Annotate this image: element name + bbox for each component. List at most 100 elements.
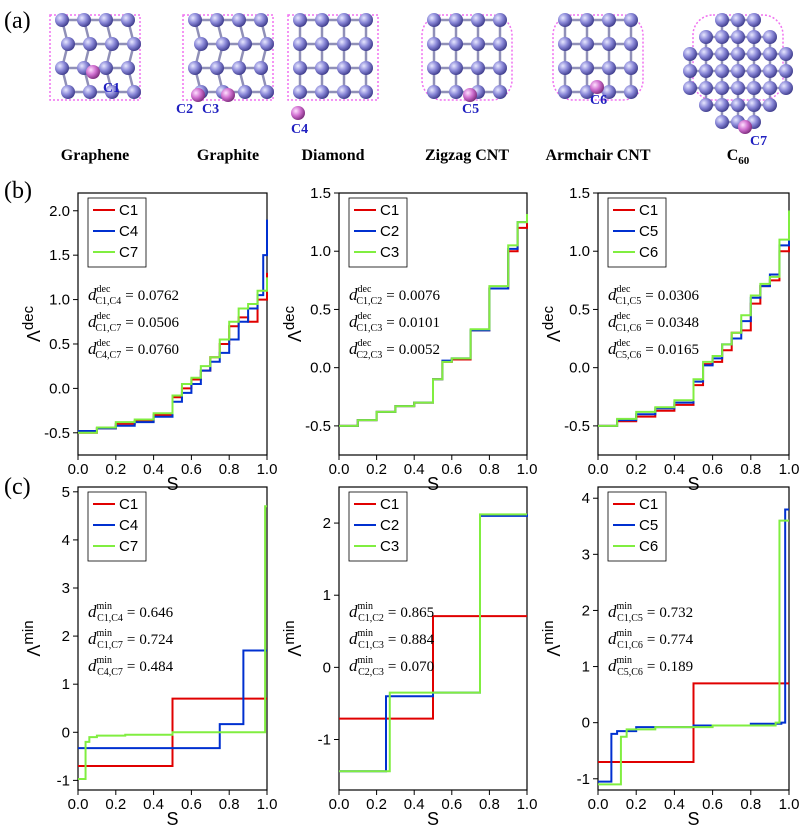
atom xyxy=(558,37,572,51)
atom-label: C6 xyxy=(590,93,607,108)
atom xyxy=(359,85,373,99)
atom xyxy=(471,13,485,27)
annotation-symbol: d xyxy=(608,312,617,331)
y-axis-symbol: Λ xyxy=(24,645,44,657)
atom xyxy=(699,81,713,95)
x-tick-label: 0.4 xyxy=(143,461,164,478)
atom xyxy=(293,61,307,75)
series-line xyxy=(598,216,790,427)
annotation-sub: C1,C2 xyxy=(358,613,384,624)
atom xyxy=(779,47,793,61)
x-tick-label: 0.8 xyxy=(219,796,240,813)
annotation-sub: C1,C2 xyxy=(356,296,382,307)
atom xyxy=(315,85,329,99)
atom xyxy=(731,30,745,44)
x-tick-label: 0.0 xyxy=(588,461,609,478)
annotation-sub: C2,C3 xyxy=(358,667,384,678)
annotation-relation: = xyxy=(647,659,655,675)
atom xyxy=(260,37,274,51)
atom xyxy=(683,47,697,61)
atom xyxy=(315,13,329,27)
annotation: dmin C5,C6 = 0.189 xyxy=(608,655,693,678)
annotation: ddec C1,C3 = 0.0101 xyxy=(349,311,440,334)
annotation-symbol: d xyxy=(608,285,617,304)
annotation: ddec C1,C6 = 0.0348 xyxy=(608,311,699,334)
legend-box xyxy=(87,197,147,268)
y-tick-label: 1.5 xyxy=(310,185,331,202)
y-axis-label: Λmin xyxy=(20,620,44,656)
structure-name: Graphene xyxy=(61,147,129,164)
atom xyxy=(315,37,329,51)
annotation-value: 0.0165 xyxy=(658,342,699,358)
atom xyxy=(471,37,485,51)
x-axis-label: S xyxy=(427,809,439,827)
annotation-value: 0.0760 xyxy=(138,342,179,358)
annotation-value: 0.865 xyxy=(400,605,434,621)
x-tick-label: 0.8 xyxy=(479,461,500,478)
atom xyxy=(427,37,441,51)
annotation-symbol: d xyxy=(608,339,617,358)
annotation-symbol: d xyxy=(349,656,358,675)
atom xyxy=(763,81,777,95)
y-tick-label: 2 xyxy=(62,628,70,645)
atom xyxy=(121,61,135,75)
atom xyxy=(55,61,69,75)
atom xyxy=(624,85,638,99)
atom xyxy=(699,98,713,112)
structure-name: C60 xyxy=(727,147,750,167)
annotation-symbol: d xyxy=(349,629,358,648)
annotation-sub: C1,C3 xyxy=(358,640,384,651)
annotation-sup: dec xyxy=(97,338,111,349)
atom xyxy=(747,13,761,27)
structure-name: Graphite xyxy=(197,147,259,164)
annotation-symbol: d xyxy=(88,656,97,675)
y-tick-label: 1 xyxy=(62,676,70,693)
atom xyxy=(580,61,594,75)
legend-label: C7 xyxy=(119,538,138,555)
legend-label: C3 xyxy=(380,244,399,261)
y-tick-label: -1 xyxy=(318,732,331,749)
atom xyxy=(763,47,777,61)
annotation-symbol: d xyxy=(608,629,617,648)
atom xyxy=(315,61,329,75)
annotation-sub: C1,C3 xyxy=(356,323,382,334)
plot-frame xyxy=(597,486,790,791)
atom xyxy=(77,13,91,27)
annotation-sub: C1,C4 xyxy=(95,296,121,307)
y-tick-label: 5 xyxy=(62,484,70,501)
annotation-symbol: d xyxy=(88,629,97,648)
structure-name: Armchair CNT xyxy=(545,147,650,164)
annotation: ddec C1,C7 = 0.0506 xyxy=(88,311,179,334)
y-axis-symbol: Λ xyxy=(285,330,305,342)
y-axis-symbol: Λ xyxy=(544,645,564,657)
y-tick-label: 1.5 xyxy=(49,247,70,264)
x-tick-label: 0.0 xyxy=(329,461,350,478)
series-line xyxy=(78,277,268,434)
legend-label: C1 xyxy=(639,496,658,513)
x-tick-label: 0.2 xyxy=(626,461,647,478)
y-axis-label: Λdec xyxy=(281,305,305,342)
annotation-symbol: d xyxy=(349,285,358,304)
legend-label: C4 xyxy=(119,517,138,534)
annotation-relation: = xyxy=(127,605,135,621)
y-tick-label: -0.5 xyxy=(305,418,331,435)
atom xyxy=(61,85,75,99)
atom xyxy=(232,61,246,75)
annotation-symbol: d xyxy=(349,312,358,331)
annotation-relation: = xyxy=(388,605,396,621)
atom xyxy=(449,13,463,27)
annotation: dmin C1,C4 = 0.646 xyxy=(88,601,174,624)
legend-label: C3 xyxy=(380,538,399,555)
annotation-sup: dec xyxy=(97,284,111,295)
atom xyxy=(61,37,75,51)
atom xyxy=(624,37,638,51)
atom xyxy=(580,37,594,51)
x-tick-label: 0.0 xyxy=(68,796,89,813)
y-axis-label: Λdec xyxy=(540,305,564,342)
x-tick-label: 0.6 xyxy=(181,461,202,478)
structure-drawing xyxy=(552,13,644,101)
annotation-sub: C4,C7 xyxy=(95,350,121,361)
atom xyxy=(779,81,793,95)
atom xyxy=(602,85,616,99)
y-tick-label: -0.5 xyxy=(564,418,590,435)
